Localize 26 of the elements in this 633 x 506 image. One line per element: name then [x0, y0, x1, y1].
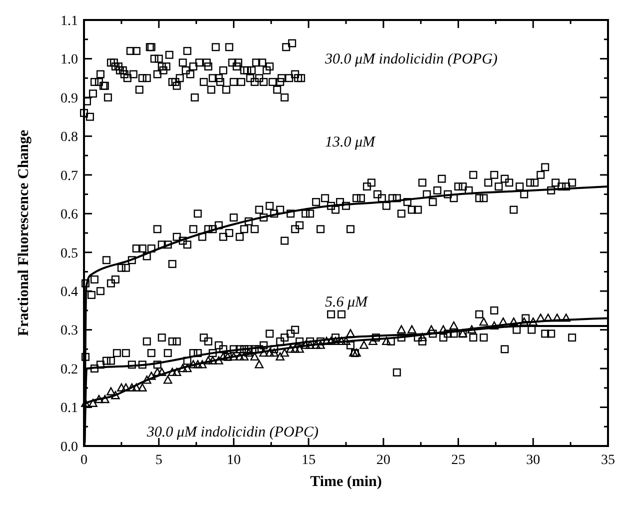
annotation: 13.0 μM	[325, 134, 377, 151]
y-tick-label: 0.2	[60, 362, 78, 378]
x-tick-label: 35	[601, 453, 615, 468]
y-tick-label: 0.3	[60, 324, 78, 339]
x-tick-label: 10	[226, 453, 241, 468]
x-tick-label: 30	[526, 453, 540, 468]
x-tick-label: 0	[80, 453, 88, 468]
y-tick-label: 0.5	[60, 246, 78, 262]
y-tick-label: 0.8	[60, 130, 78, 146]
annotation: 30.0 μM indolicidin (POPC)	[146, 424, 319, 440]
y-tick-label: 0.9	[60, 91, 78, 106]
annotation: 30.0 μM indolicidin (POPG)	[324, 52, 498, 68]
x-tick-label: 25	[451, 453, 466, 468]
y-tick-label: 0.7	[60, 168, 78, 184]
annotation: 5.6 μM	[325, 294, 370, 310]
x-axis-title: Time (min)	[310, 474, 382, 490]
y-tick-label: 0.1	[60, 401, 78, 416]
y-tick-label: 0.0	[60, 440, 78, 455]
y-axis-title: Fractional Fluorescence Change	[16, 129, 32, 336]
y-tick-label: 1.1	[60, 14, 78, 29]
y-tick-label: 0.6	[60, 208, 78, 223]
y-tick-label: 1.0	[60, 52, 78, 68]
y-tick-label: 0.4	[60, 284, 78, 300]
x-tick-label: 5	[155, 453, 162, 468]
x-tick-label: 15	[302, 453, 316, 468]
x-tick-label: 20	[376, 453, 390, 468]
